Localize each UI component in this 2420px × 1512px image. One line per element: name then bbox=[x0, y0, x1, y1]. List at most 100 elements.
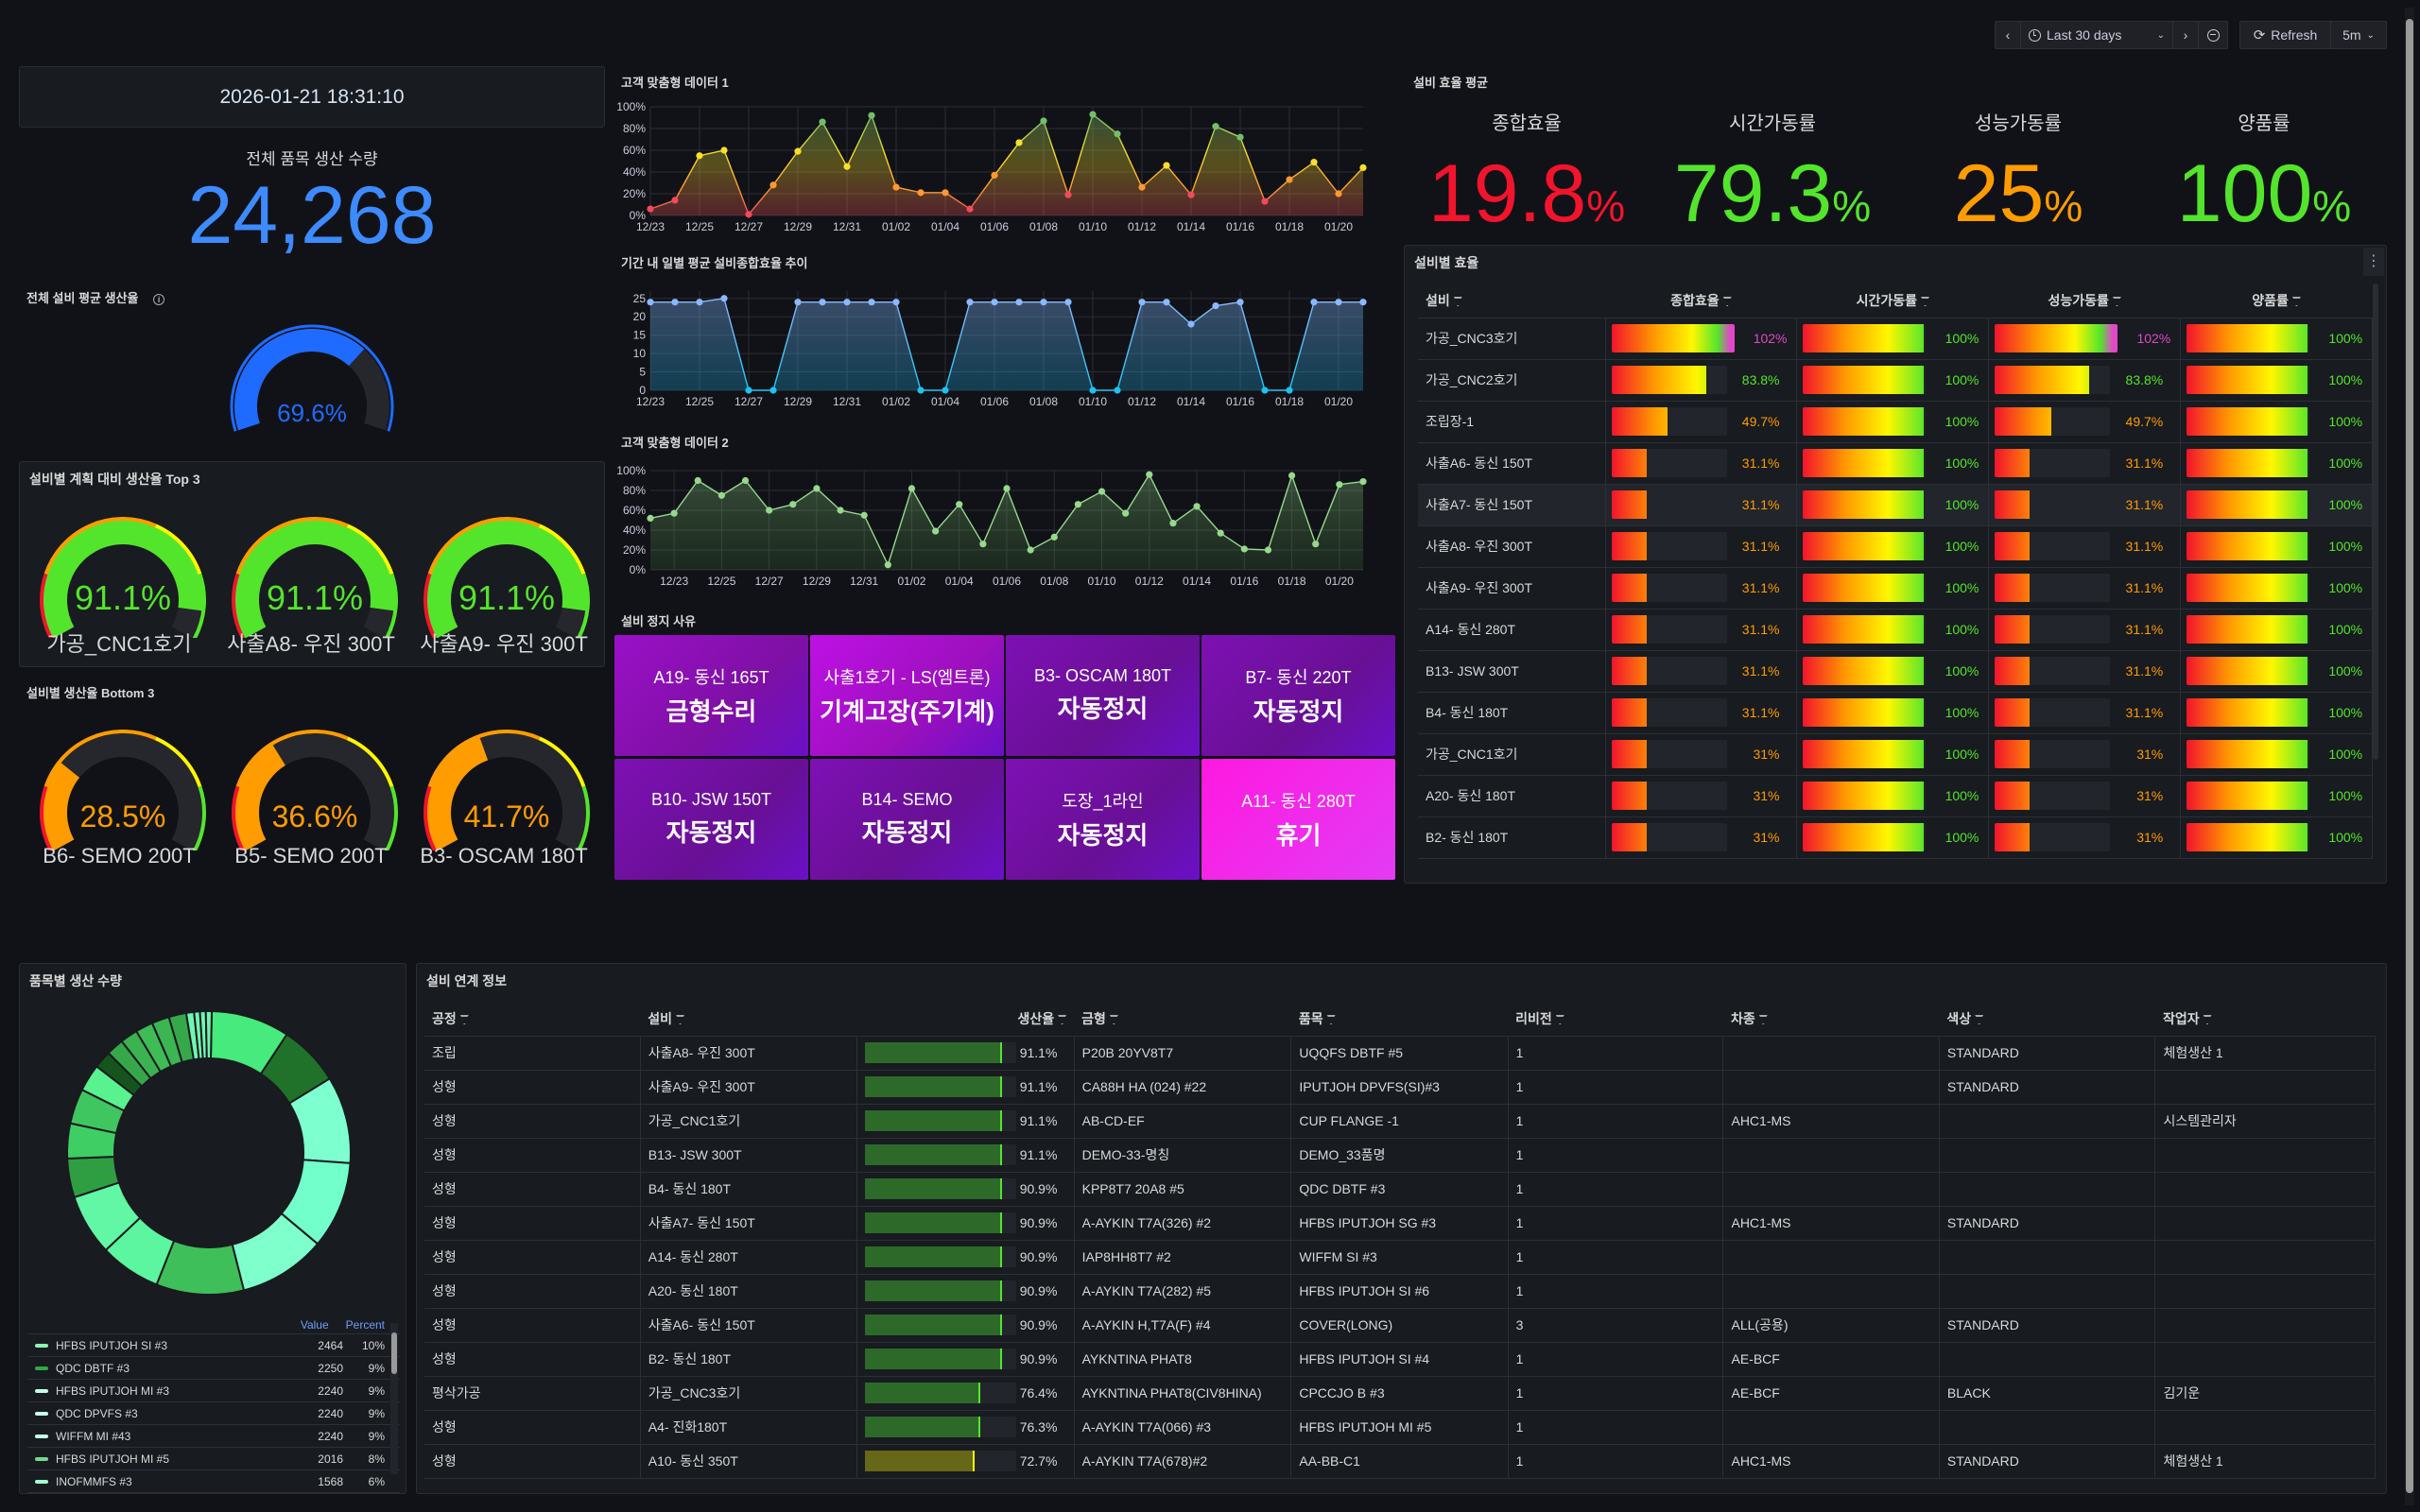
link-col-header[interactable]: 리비전 bbox=[1508, 1002, 1723, 1037]
legend-item[interactable]: QDC DBTF #3 2250 9% bbox=[27, 1357, 400, 1380]
eq-col-header[interactable]: 시간가동률 bbox=[1796, 284, 1989, 318]
filter-icon[interactable] bbox=[1758, 1015, 1768, 1025]
page-scrollbar[interactable] bbox=[2405, 8, 2414, 1505]
stop-reason-label: 자동정지 bbox=[1253, 696, 1344, 726]
table-row[interactable]: 성형 B2- 동신 180T 90.9% AYKNTINA PHAT8 HFBS IPU… bbox=[424, 1342, 2376, 1377]
stop-reason-tile[interactable]: B10- JSW 150T 자동정지 bbox=[614, 759, 808, 880]
zoom-out-button[interactable] bbox=[2198, 21, 2228, 49]
filter-icon[interactable] bbox=[1975, 1015, 1984, 1025]
table-row[interactable]: 조립 사출A8- 우진 300T 91.1% P20B 20YV8T7 UQQFS DB… bbox=[424, 1036, 2376, 1071]
table-row[interactable]: 사출A6- 동신 150T 31.1% 100% 31.1% 100% bbox=[1418, 442, 2373, 485]
legend-item[interactable]: INOFMMFS #3 1568 6% bbox=[27, 1470, 400, 1493]
eq-table-scrollbar[interactable] bbox=[2373, 284, 2378, 760]
table-row[interactable]: 성형 A20- 동신 180T 90.9% A-AYKIN T7A(282) #5 HF… bbox=[424, 1274, 2376, 1309]
filter-icon[interactable] bbox=[1109, 1015, 1118, 1025]
filter-icon[interactable] bbox=[1722, 297, 1732, 307]
table-row[interactable]: 성형 A4- 진화180T 76.3% A-AYKIN T7A(066) #3 HFBS… bbox=[424, 1410, 2376, 1445]
filter-icon[interactable] bbox=[1058, 1015, 1067, 1025]
table-row[interactable]: 사출A8- 우진 300T 31.1% 100% 31.1% 100% bbox=[1418, 525, 2373, 568]
link-col-header[interactable]: 작업자 bbox=[2154, 1002, 2376, 1037]
eq-col-header[interactable]: 설비 bbox=[1418, 284, 1605, 318]
table-row[interactable]: 성형 사출A7- 동신 150T 90.9% A-AYKIN T7A(326) #2 H… bbox=[424, 1206, 2376, 1241]
table-row[interactable]: B13- JSW 300T 31.1% 100% 31.1% 100% bbox=[1418, 650, 2373, 693]
legend-item[interactable]: HFBS IPUTJOH MI #3 2240 9% bbox=[27, 1380, 400, 1402]
link-col-header[interactable]: 생산율 bbox=[856, 1002, 1075, 1037]
table-row[interactable]: 사출A7- 동신 150T 31.1% 100% 31.1% 100% bbox=[1418, 484, 2373, 526]
link-rate-bar bbox=[864, 1417, 980, 1437]
stop-reason-tile[interactable]: B3- OSCAM 180T 자동정지 bbox=[1006, 635, 1200, 756]
stop-reason-tile[interactable]: 사출1호기 - LS(엠트론) 기계고장(주기계) bbox=[810, 635, 1004, 756]
filter-icon[interactable] bbox=[1453, 297, 1462, 307]
table-row[interactable]: 성형 사출A9- 우진 300T 91.1% CA88H HA (024) #22 IP… bbox=[424, 1070, 2376, 1105]
table-row[interactable]: 성형 A10- 동신 350T 72.7% A-AYKIN T7A(678)#2 AA-… bbox=[424, 1444, 2376, 1479]
table-row[interactable]: 성형 B4- 동신 180T 90.9% KPP8T7 20A8 #5 QDC DBTF… bbox=[424, 1172, 2376, 1207]
link-col-header[interactable]: 공정 bbox=[424, 1002, 641, 1037]
link-col-header[interactable]: 설비 bbox=[640, 1002, 857, 1037]
table-row[interactable]: 성형 B13- JSW 300T 91.1% DEMO-33-명칭 DEMO_33품명 1 bbox=[424, 1138, 2376, 1173]
filter-icon[interactable] bbox=[2112, 297, 2121, 307]
table-row[interactable]: 사출A9- 우진 300T 31.1% 100% 31.1% 100% bbox=[1418, 567, 2373, 610]
table-row[interactable]: 가공_CNC2호기 83.8% 100% 83.8% 100% bbox=[1418, 359, 2373, 402]
eq-col-header[interactable]: 양품률 bbox=[2180, 284, 2373, 318]
filter-icon[interactable] bbox=[1326, 1015, 1336, 1025]
legend-header-value[interactable]: Value bbox=[300, 1317, 329, 1332]
stop-reason-tile[interactable]: A19- 동신 165T 금형수리 bbox=[614, 635, 808, 756]
eq-qual-value: 100% bbox=[2328, 497, 2363, 512]
stop-reason-tile[interactable]: B14- SEMO 자동정지 bbox=[810, 759, 1004, 880]
y-tick-label: 80% bbox=[623, 484, 646, 497]
table-row[interactable]: 조립장-1 49.7% 100% 49.7% 100% bbox=[1418, 401, 2373, 443]
legend-item[interactable]: QDC DPVFS #3 2240 9% bbox=[27, 1402, 400, 1425]
stop-reason-tile[interactable]: A11- 동신 280T 휴기 bbox=[1201, 759, 1395, 880]
table-row[interactable]: 평삭가공 가공_CNC3호기 76.4% AYKNTINA PHAT8(CIV8HIN… bbox=[424, 1376, 2376, 1411]
legend-item[interactable]: HFBS IPUTJOH MI #5 2016 8% bbox=[27, 1448, 400, 1470]
table-row[interactable]: B4- 동신 180T 31.1% 100% 31.1% 100% bbox=[1418, 692, 2373, 734]
page-scrollbar-thumb[interactable] bbox=[2406, 19, 2413, 1493]
filter-icon[interactable] bbox=[1555, 1015, 1564, 1025]
filter-icon[interactable] bbox=[1921, 297, 1930, 307]
chevron-down-icon: ⌄ bbox=[2366, 29, 2375, 41]
link-item: HFBS IPUTJOH SI #4 bbox=[1290, 1342, 1509, 1377]
eq-perf-bar bbox=[1995, 407, 2051, 436]
table-row[interactable]: 성형 사출A6- 동신 150T 90.9% A-AYKIN H,T7A(F) #4 C… bbox=[424, 1308, 2376, 1343]
link-col-header[interactable]: 금형 bbox=[1074, 1002, 1291, 1037]
panel-menu-button[interactable]: ⋮ bbox=[2363, 248, 2384, 276]
eq-time-bar bbox=[1803, 782, 1924, 810]
table-row[interactable]: A14- 동신 280T 31.1% 100% 31.1% 100% bbox=[1418, 609, 2373, 651]
table-row[interactable]: 성형 가공_CNC1호기 91.1% AB-CD-EF CUP FLANGE -1 1 AH… bbox=[424, 1104, 2376, 1139]
stop-reason-tile[interactable]: 도장_1라인 자동정지 bbox=[1006, 759, 1200, 880]
eq-time-value: 100% bbox=[1945, 747, 1979, 762]
table-row[interactable]: 성형 A14- 동신 280T 90.9% IAP8HH8T7 #2 WIFFM SI … bbox=[424, 1240, 2376, 1275]
link-rev: 1 bbox=[1508, 1376, 1724, 1411]
eq-time-value: 100% bbox=[1945, 830, 1979, 845]
filter-icon[interactable] bbox=[459, 1015, 469, 1025]
link-car: AHC1-MS bbox=[1722, 1206, 1940, 1241]
legend-scrollbar[interactable] bbox=[390, 1323, 398, 1474]
filter-icon[interactable] bbox=[2203, 1015, 2212, 1025]
eq-col-header[interactable]: 성능가동률 bbox=[1988, 284, 2181, 318]
legend-item[interactable]: WIFFM MI #43 2240 9% bbox=[27, 1425, 400, 1448]
filter-icon[interactable] bbox=[2291, 297, 2301, 307]
time-next-button[interactable]: › bbox=[2172, 21, 2199, 49]
data-point bbox=[1264, 546, 1272, 554]
link-col-header[interactable]: 차종 bbox=[1722, 1002, 1940, 1037]
info-icon[interactable]: i bbox=[153, 294, 165, 305]
legend-header-percent[interactable]: Percent bbox=[345, 1317, 385, 1332]
time-range-picker[interactable]: Last 30 days ⌄ bbox=[2020, 21, 2173, 49]
stop-reason-equipment: B7- 동신 220T bbox=[1245, 667, 1352, 687]
table-row[interactable]: 가공_CNC3호기 102% 100% 102% 100% bbox=[1418, 318, 2373, 360]
time-prev-button[interactable]: ‹ bbox=[1995, 21, 2021, 49]
table-row[interactable]: A20- 동신 180T 31% 100% 31% 100% bbox=[1418, 775, 2373, 817]
refresh-button[interactable]: ⟳ Refresh bbox=[2239, 21, 2331, 49]
stop-reason-tile[interactable]: B7- 동신 220T 자동정지 bbox=[1201, 635, 1395, 756]
table-row[interactable]: B2- 동신 180T 31% 100% 31% 100% bbox=[1418, 816, 2373, 859]
link-worker bbox=[2154, 1342, 2376, 1377]
data-point bbox=[837, 507, 844, 514]
filter-icon[interactable] bbox=[676, 1015, 685, 1025]
refresh-interval-picker[interactable]: 5m ⌄ bbox=[2330, 21, 2387, 49]
link-col-header[interactable]: 색상 bbox=[1939, 1002, 2155, 1037]
eq-col-header[interactable]: 종합효율 bbox=[1605, 284, 1797, 318]
table-row[interactable]: 가공_CNC1호기 31% 100% 31% 100% bbox=[1418, 733, 2373, 776]
eq-qual-bar bbox=[2187, 698, 2308, 727]
legend-item[interactable]: HFBS IPUTJOH SI #3 2464 10% bbox=[27, 1334, 400, 1357]
link-col-header[interactable]: 품목 bbox=[1290, 1002, 1509, 1037]
